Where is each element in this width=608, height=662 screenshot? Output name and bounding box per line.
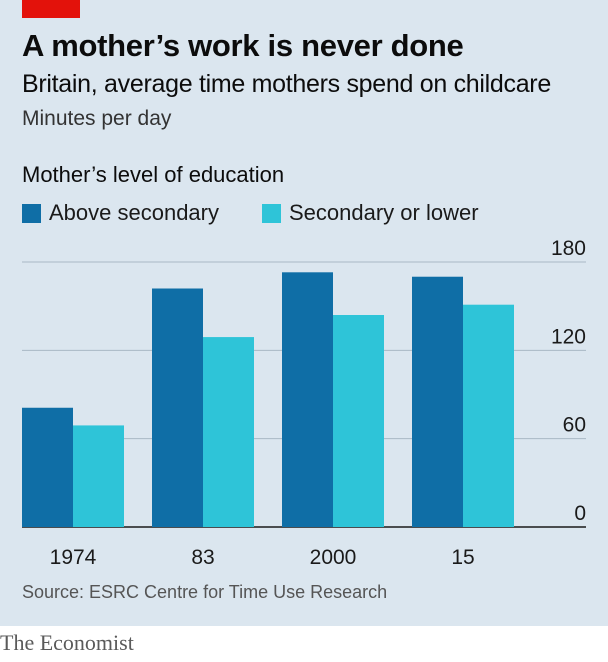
legend-label-above-secondary: Above secondary	[49, 200, 219, 225]
legend-swatch-secondary-or-lower	[262, 203, 281, 223]
legend-label-secondary-or-lower: Secondary or lower	[289, 200, 479, 225]
chart-units: Minutes per day	[22, 107, 172, 130]
legend-title: Mother’s level of education	[22, 162, 285, 187]
bar-chart: 0 60 120 180 1974 83 2000 15	[22, 237, 586, 569]
y-tick-label: 0	[574, 502, 586, 525]
y-tick-label: 120	[551, 325, 586, 348]
y-tick-label: 60	[563, 414, 586, 437]
legend-item-secondary-or-lower: Secondary or lower	[262, 199, 479, 227]
bar-1974-above-secondary	[22, 407, 73, 527]
x-tick-label: 15	[451, 546, 474, 569]
bar-83-above-secondary	[152, 288, 203, 527]
y-tick-label: 180	[551, 237, 586, 260]
legend-swatch-above-secondary	[22, 203, 41, 223]
brand-red-tag	[22, 0, 80, 18]
bar-2000-secondary-or-lower	[333, 315, 384, 527]
bar-2000-above-secondary	[282, 272, 333, 527]
x-tick-label: 1974	[50, 546, 97, 569]
source-note: Source: ESRC Centre for Time Use Researc…	[22, 582, 388, 602]
legend-item-above-secondary: Above secondary	[22, 199, 219, 227]
bar-15-above-secondary	[412, 276, 463, 527]
bar-1974-secondary-or-lower	[73, 425, 124, 527]
brand-wordmark: The Economist	[0, 630, 134, 655]
bar-15-secondary-or-lower	[463, 304, 514, 527]
x-tick-label: 83	[191, 546, 214, 569]
chart-subtitle: Britain, average time mothers spend on c…	[22, 70, 551, 98]
chart-panel: A mother’s work is never done Britain, a…	[0, 0, 608, 626]
x-tick-label: 2000	[310, 546, 357, 569]
bar-83-secondary-or-lower	[203, 337, 254, 527]
chart-title: A mother’s work is never done	[22, 28, 464, 63]
